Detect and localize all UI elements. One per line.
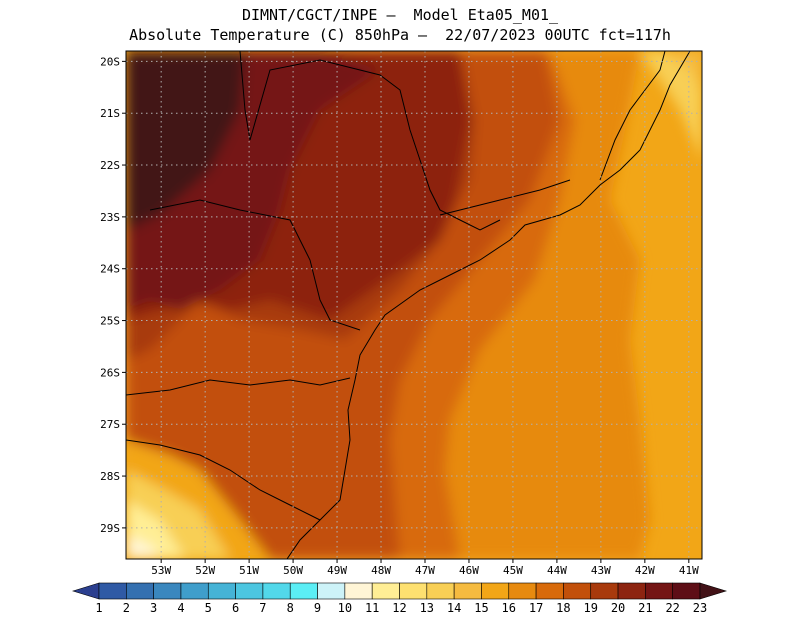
colorbar-label: 7 bbox=[259, 601, 266, 615]
lat-tick-label: 20S bbox=[100, 55, 120, 68]
colorbar bbox=[71, 582, 728, 600]
colorbar-label: 18 bbox=[556, 601, 570, 615]
colorbar-label: 10 bbox=[338, 601, 352, 615]
lat-tick-label: 24S bbox=[100, 263, 120, 276]
colorbar-segment bbox=[453, 582, 482, 600]
lat-tick-label: 26S bbox=[100, 366, 120, 379]
lat-tick-label: 21S bbox=[100, 107, 120, 120]
lon-tick-label: 50W bbox=[283, 564, 303, 577]
colorbar-label: 8 bbox=[287, 601, 294, 615]
lon-tick-label: 49W bbox=[327, 564, 347, 577]
title-line-1: DIMNT/CGCT/INPE – Model Eta05_M01_ bbox=[241, 6, 559, 24]
lon-tick-label: 51W bbox=[239, 564, 259, 577]
lat-tick-label: 22S bbox=[100, 159, 120, 172]
colorbar-segment bbox=[481, 582, 510, 600]
lon-tick-label: 47W bbox=[415, 564, 435, 577]
colorbar-segment bbox=[262, 582, 291, 600]
colorbar-label: 21 bbox=[638, 601, 652, 615]
lon-tick-label: 53W bbox=[151, 564, 171, 577]
lat-tick-label: 27S bbox=[100, 418, 120, 431]
temperature-field bbox=[126, 51, 702, 559]
colorbar-segment bbox=[508, 582, 537, 600]
colorbar-label: 23 bbox=[693, 601, 707, 615]
lat-tick-label: 29S bbox=[100, 522, 120, 535]
colorbar-segment bbox=[180, 582, 209, 600]
lon-tick-label: 43W bbox=[591, 564, 611, 577]
lat-tick-label: 23S bbox=[100, 211, 120, 224]
colorbar-segment bbox=[426, 582, 455, 600]
colorbar-label: 11 bbox=[365, 601, 379, 615]
colorbar-label: 4 bbox=[177, 601, 184, 615]
colorbar-label: 1 bbox=[95, 601, 102, 615]
colorbar-segment bbox=[672, 582, 701, 600]
colorbar-label: 9 bbox=[314, 601, 321, 615]
lat-tick-label: 25S bbox=[100, 315, 120, 328]
colorbar-label: 6 bbox=[232, 601, 239, 615]
colorbar-segment bbox=[699, 582, 728, 600]
colorbar-label: 14 bbox=[447, 601, 461, 615]
latitude-labels: 20S 21S 22S 23S 24S 25S 26S 27S 28S 29S bbox=[100, 55, 120, 535]
colorbar-segment bbox=[563, 582, 592, 600]
map-grid bbox=[122, 51, 702, 563]
colorbar-segment bbox=[207, 582, 236, 600]
colorbar-segment bbox=[153, 582, 182, 600]
colorbar-segment bbox=[535, 582, 564, 600]
lon-tick-label: 46W bbox=[459, 564, 479, 577]
colorbar-label: 2 bbox=[123, 601, 130, 615]
title-line-2: Absolute Temperature (C) 850hPa – 22/07/… bbox=[129, 26, 671, 44]
colorbar-segment bbox=[590, 582, 619, 600]
lon-tick-label: 48W bbox=[371, 564, 391, 577]
lon-tick-label: 42W bbox=[635, 564, 655, 577]
colorbar-segment bbox=[371, 582, 400, 600]
colorbar-segment bbox=[71, 582, 100, 600]
colorbar-label: 13 bbox=[420, 601, 434, 615]
colorbar-label: 20 bbox=[611, 601, 625, 615]
colorbar-segment bbox=[617, 582, 646, 600]
colorbar-label: 16 bbox=[502, 601, 516, 615]
lat-tick-label: 28S bbox=[100, 470, 120, 483]
colorbar-label: 12 bbox=[392, 601, 406, 615]
coastline bbox=[126, 51, 691, 559]
lon-tick-label: 52W bbox=[195, 564, 215, 577]
colorbar-segment bbox=[235, 582, 264, 600]
lon-tick-label: 44W bbox=[547, 564, 567, 577]
colorbar-label: 17 bbox=[529, 601, 543, 615]
colorbar-segment bbox=[126, 582, 154, 600]
colorbar-label: 22 bbox=[665, 601, 679, 615]
colorbar-segment bbox=[289, 582, 318, 600]
longitude-labels: 53W 52W 51W 50W 49W 48W 47W 46W 45W 44W 43W 42W 41W bbox=[151, 564, 699, 577]
colorbar-segment bbox=[317, 582, 346, 600]
colorbar-segment bbox=[399, 582, 428, 600]
colorbar-label: 5 bbox=[205, 601, 212, 615]
lon-tick-label: 41W bbox=[679, 564, 699, 577]
colorbar-segment bbox=[98, 582, 127, 600]
colorbar-label: 15 bbox=[474, 601, 488, 615]
colorbar-labels: 1 2 3 4 5 6 7 8 9 10 11 12 13 14 15 16 17 18 19 20 21 22 23 bbox=[95, 601, 707, 615]
lon-tick-label: 45W bbox=[503, 564, 523, 577]
colorbar-segment bbox=[645, 582, 673, 600]
colorbar-segment bbox=[344, 582, 373, 600]
colorbar-label: 3 bbox=[150, 601, 157, 615]
map-frame bbox=[125, 50, 703, 560]
colorbar-label: 19 bbox=[584, 601, 598, 615]
